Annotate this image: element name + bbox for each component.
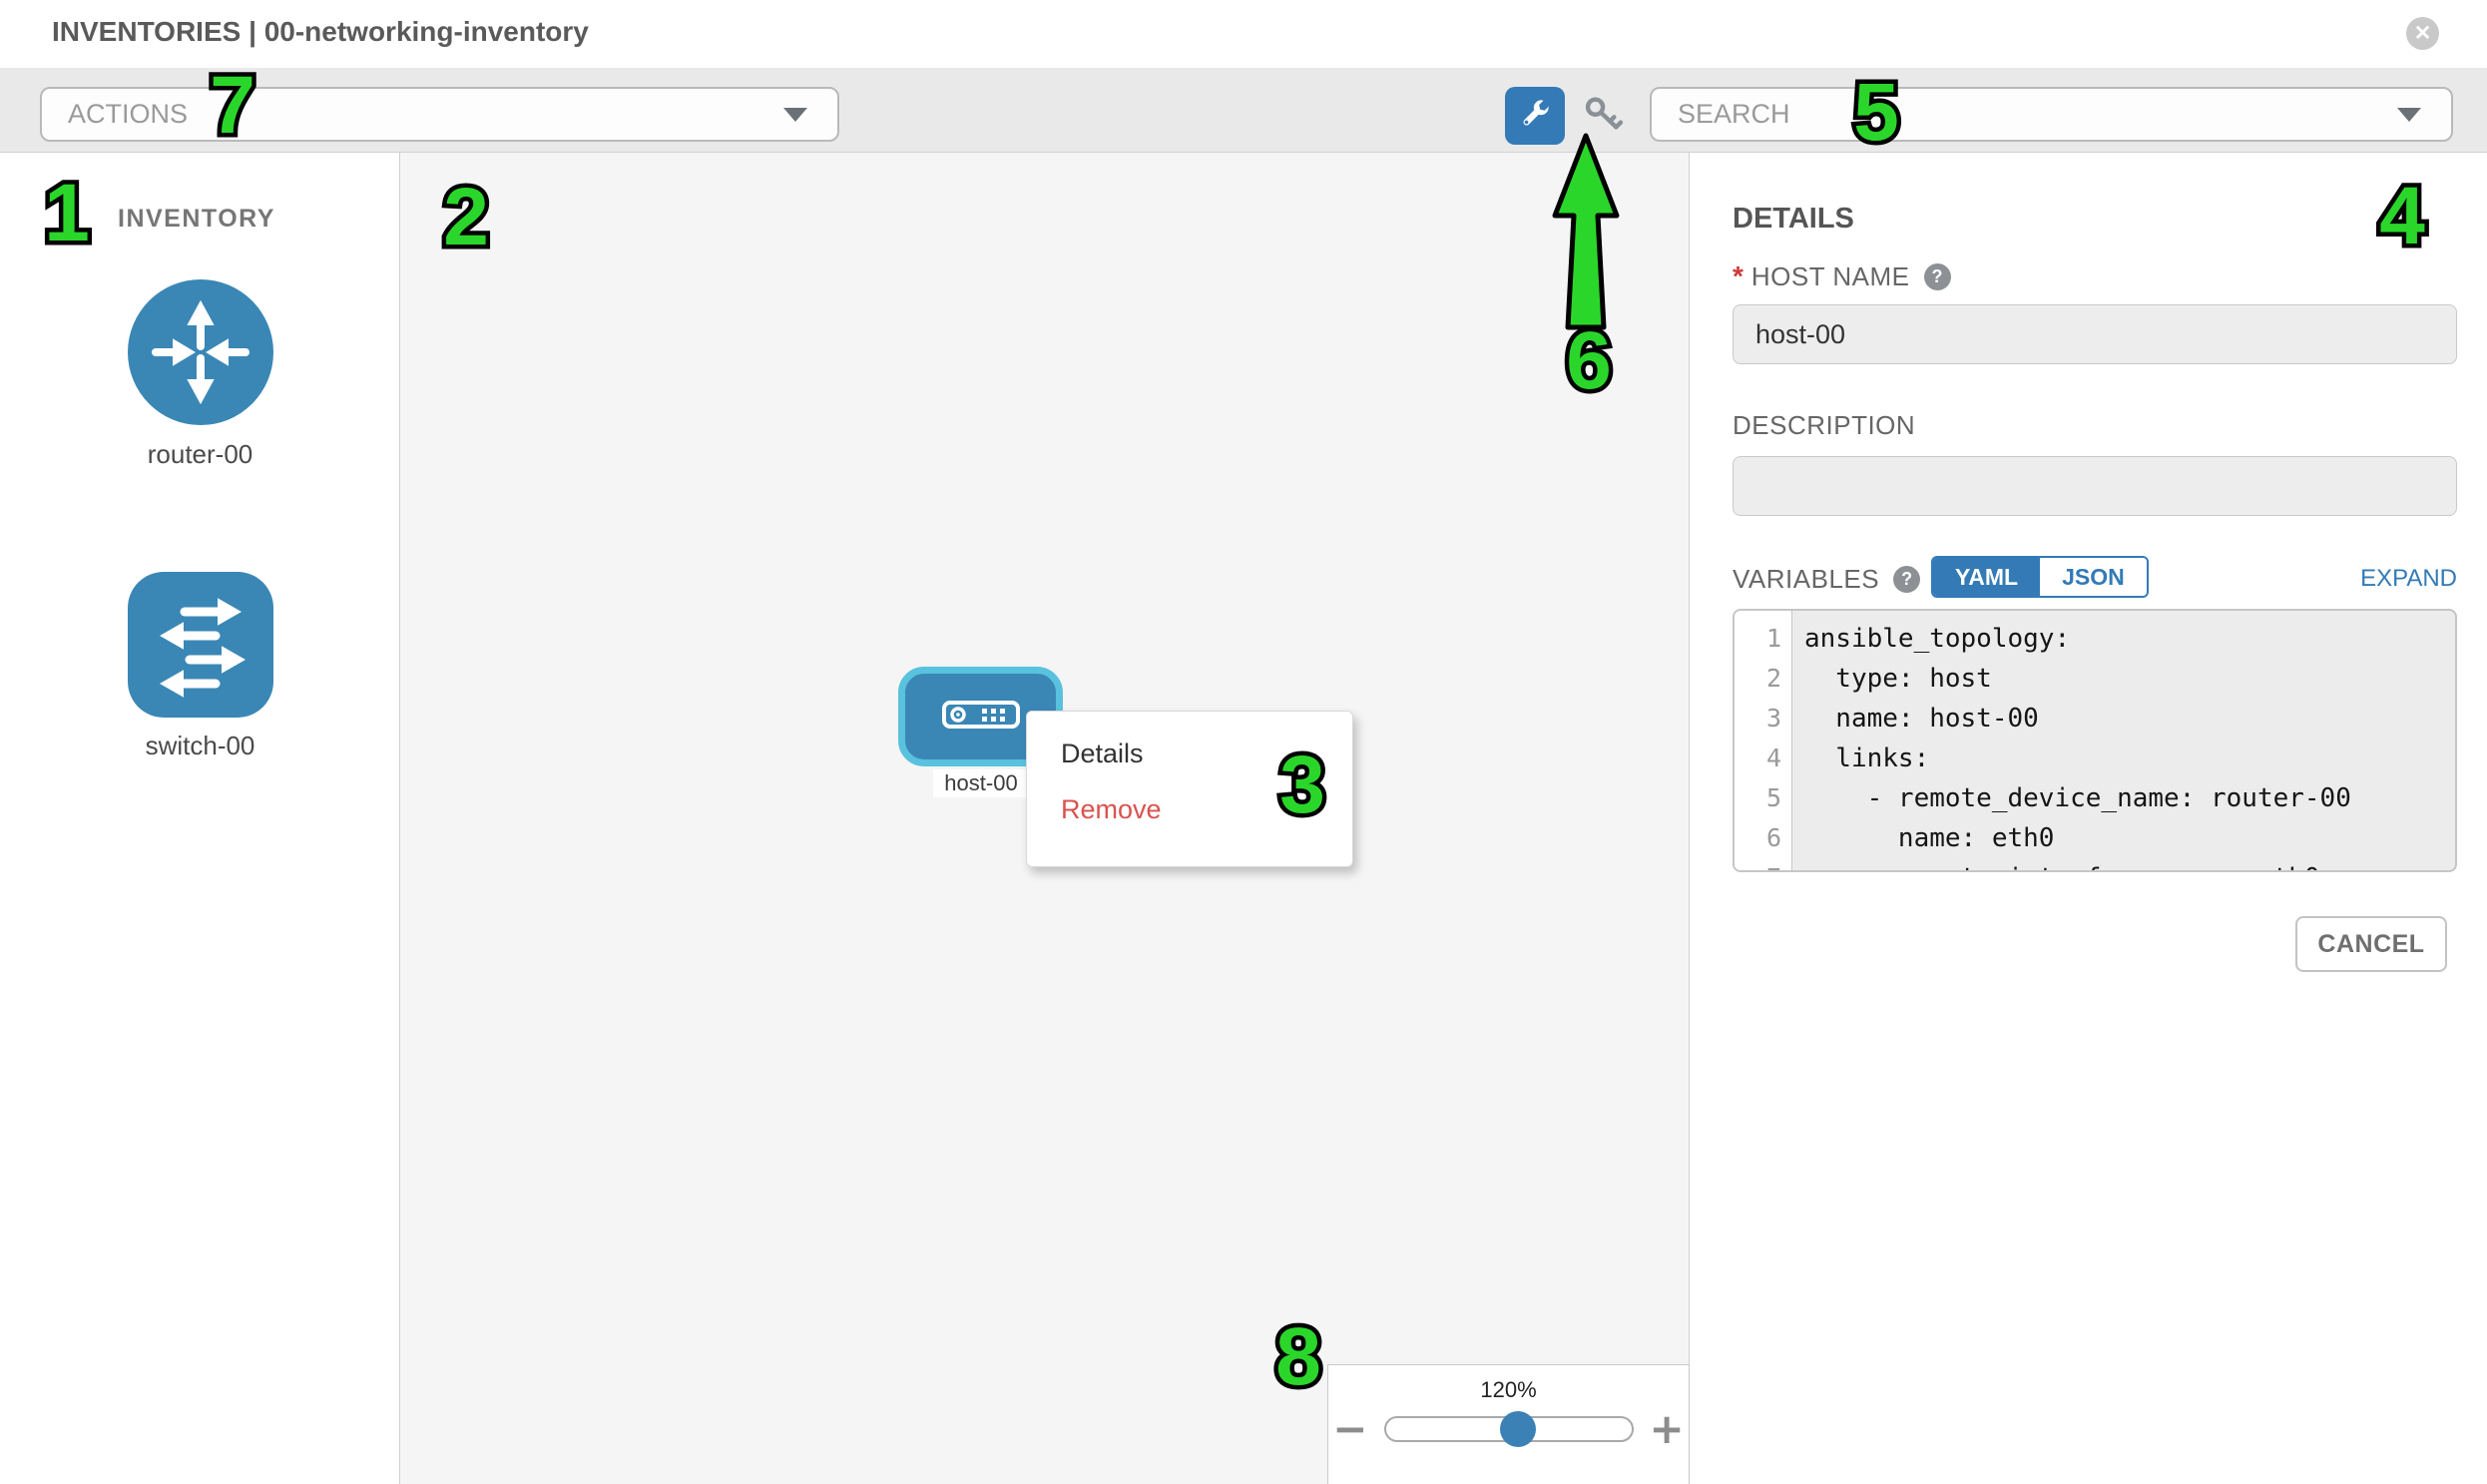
variables-label: VARIABLES bbox=[1733, 564, 1880, 594]
details-panel: DETAILS * HOST NAME ? DESCRIPTION VARIAB… bbox=[1691, 153, 2487, 1484]
variables-code-editor[interactable]: 1 ansible_topology: 2 type: host 3 name: ho… bbox=[1733, 609, 2457, 872]
search-dropdown-label: SEARCH bbox=[1678, 99, 1790, 129]
panel-title: DETAILS bbox=[1733, 203, 1854, 235]
page-title: INVENTORIES | 00-networking-inventory bbox=[52, 16, 589, 47]
code-text: - remote_device_name: router-00 bbox=[1804, 783, 2351, 813]
code-line[interactable]: 1 ansible_topology: bbox=[1735, 619, 2455, 659]
close-button[interactable]: ✕ bbox=[2406, 17, 2439, 50]
code-line[interactable]: 7 remote_interface_name: eth0 bbox=[1735, 858, 2455, 870]
sidebar-title: INVENTORY bbox=[118, 205, 275, 233]
configure-button[interactable] bbox=[1505, 87, 1565, 145]
server-icon bbox=[941, 700, 1020, 734]
context-menu: Details Remove bbox=[1026, 711, 1353, 867]
router-arrows-icon bbox=[126, 279, 275, 430]
device-label: switch-00 bbox=[145, 731, 255, 760]
actions-dropdown-label: ACTIONS bbox=[68, 99, 189, 129]
code-text: ansible_topology: bbox=[1804, 624, 2071, 654]
line-number: 7 bbox=[1735, 858, 1791, 870]
actions-dropdown[interactable]: ACTIONS bbox=[40, 87, 839, 142]
title-bar: INVENTORIES | 00-networking-inventory ✕ bbox=[0, 0, 2487, 68]
context-menu-item-remove[interactable]: Remove bbox=[1061, 794, 1162, 824]
code-line[interactable]: 2 type: host bbox=[1735, 659, 2455, 699]
key-icon bbox=[1582, 94, 1626, 141]
host-name-input[interactable] bbox=[1733, 304, 2457, 364]
code-line[interactable]: 3 name: host-00 bbox=[1735, 699, 2455, 739]
help-icon[interactable]: ? bbox=[1893, 566, 1921, 593]
palette-device-switch[interactable]: switch-00 bbox=[0, 572, 400, 761]
search-dropdown[interactable]: SEARCH bbox=[1650, 87, 2453, 142]
help-icon[interactable]: ? bbox=[1923, 262, 1951, 290]
toolbar: ACTIONS bbox=[0, 68, 2487, 153]
line-number: 5 bbox=[1765, 783, 1781, 812]
required-marker: * bbox=[1733, 260, 1743, 291]
line-number: 1 bbox=[1765, 624, 1781, 653]
editor-gutter bbox=[1735, 611, 1792, 870]
expand-link[interactable]: EXPAND bbox=[2360, 565, 2457, 592]
palette-device-router[interactable]: router-00 bbox=[0, 278, 400, 470]
zoom-control: 120% − + bbox=[1327, 1364, 1690, 1484]
topology-canvas[interactable]: host-00 Details Remove 120% − + bbox=[400, 153, 1690, 1484]
code-line[interactable]: 5 - remote_device_name: router-00 bbox=[1735, 778, 2455, 818]
code-text: name: host-00 bbox=[1804, 704, 2039, 734]
wrench-icon bbox=[1518, 98, 1552, 135]
line-number: 3 bbox=[1765, 704, 1781, 733]
code-line[interactable]: 6 name: eth0 bbox=[1735, 818, 2455, 858]
description-label: DESCRIPTION bbox=[1733, 410, 1916, 440]
host-node-label: host-00 bbox=[933, 769, 1029, 797]
code-line[interactable]: 4 links: bbox=[1735, 739, 2455, 778]
variables-format-toggle: YAML JSON bbox=[1931, 556, 2149, 598]
code-text: links: bbox=[1804, 743, 1930, 773]
code-text: type: host bbox=[1804, 664, 1992, 694]
chevron-down-icon bbox=[2397, 107, 2421, 122]
host-name-label: HOST NAME bbox=[1750, 260, 1910, 291]
switch-arrows-icon bbox=[127, 572, 273, 722]
chevron-down-icon bbox=[783, 107, 807, 122]
line-number: 2 bbox=[1765, 664, 1781, 693]
device-label: router-00 bbox=[147, 439, 253, 469]
zoom-level: 120% bbox=[1480, 1377, 1537, 1402]
code-text: name: eth0 bbox=[1804, 823, 2055, 853]
zoom-out-button[interactable]: − bbox=[1332, 1404, 1368, 1453]
context-menu-item-details[interactable]: Details bbox=[1061, 739, 1144, 768]
zoom-in-button[interactable]: + bbox=[1649, 1404, 1685, 1453]
description-input[interactable] bbox=[1733, 456, 2457, 516]
line-number: 4 bbox=[1765, 743, 1781, 772]
inventory-sidebar: INVENTORY router-00 bbox=[0, 153, 400, 1484]
tab-json[interactable]: JSON bbox=[2040, 558, 2147, 596]
line-number: 6 bbox=[1765, 823, 1781, 852]
close-icon: ✕ bbox=[2413, 22, 2432, 45]
key-credentials-button[interactable] bbox=[1581, 95, 1627, 139]
cancel-button[interactable]: CANCEL bbox=[2295, 916, 2447, 972]
zoom-slider-track[interactable] bbox=[1383, 1411, 1634, 1447]
zoom-slider-thumb[interactable] bbox=[1500, 1411, 1537, 1447]
code-text: remote_interface_name: eth0 bbox=[1791, 858, 2320, 870]
tab-yaml[interactable]: YAML bbox=[1933, 558, 2041, 596]
